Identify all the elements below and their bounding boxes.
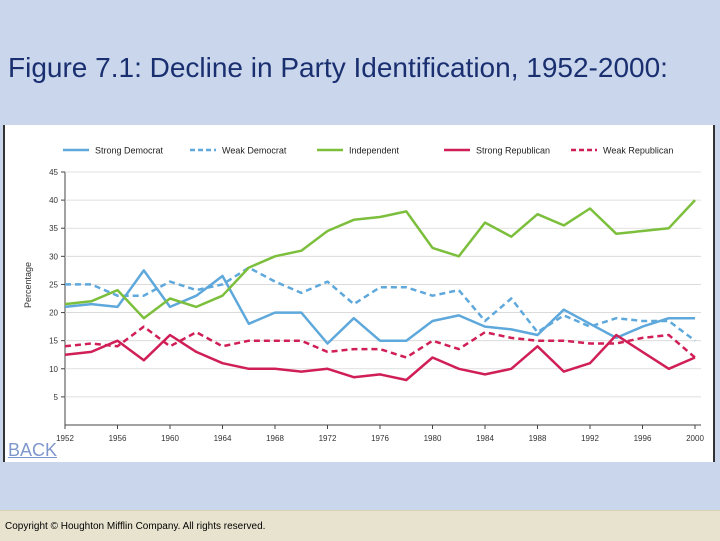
- series-line-independent: [64, 199, 696, 320]
- x-tick-label-2000: 2000: [686, 434, 704, 443]
- x-tick-label-1956: 1956: [109, 434, 127, 443]
- x-tick-label-1980: 1980: [424, 434, 442, 443]
- y-axis-ticks: 5 10 15 20 25 30 35 40 45: [49, 168, 65, 402]
- y-tick-label-20: 20: [49, 309, 58, 318]
- chart-legend: Strong Democrat Weak Democrat Independent S…: [63, 146, 673, 156]
- x-tick-label-1968: 1968: [266, 434, 284, 443]
- y-tick-label-45: 45: [49, 168, 58, 177]
- x-tick-label-1972: 1972: [319, 434, 337, 443]
- x-tick-label-1988: 1988: [529, 434, 547, 443]
- series-line-weak-democrat: [65, 266, 696, 342]
- y-tick-label-25: 25: [49, 280, 58, 289]
- legend-label-weak-democrat: Weak Democrat: [222, 146, 287, 156]
- x-tick-label-1984: 1984: [476, 434, 494, 443]
- y-axis-label: Percentage: [23, 262, 33, 308]
- party-identification-chart: Strong Democrat Weak Democrat Independent S…: [23, 146, 704, 444]
- legend-label-weak-republican: Weak Republican: [603, 146, 673, 156]
- y-tick-label-15: 15: [49, 337, 58, 346]
- chart-grid: [64, 171, 701, 426]
- x-axis-ticks: 1952 1956 1960 1964 1968 1972 1976 1980 1984 1988…: [56, 425, 704, 443]
- series-line-weak-republican: [64, 325, 696, 359]
- copyright-text: Copyright © Houghton Mifflin Company. Al…: [5, 521, 266, 532]
- x-tick-label-1996: 1996: [634, 434, 652, 443]
- x-tick-label-1992: 1992: [581, 434, 599, 443]
- legend-label-strong-democrat: Strong Democrat: [95, 146, 164, 156]
- back-link[interactable]: BACK: [8, 440, 58, 460]
- footer-band: Copyright © Houghton Mifflin Company. Al…: [0, 510, 720, 541]
- series-line-strong-democrat: [64, 269, 695, 345]
- series-line-strong-republican: [64, 333, 696, 382]
- x-tick-label-1952: 1952: [56, 434, 74, 443]
- y-tick-label-35: 35: [49, 224, 58, 233]
- x-tick-label-1964: 1964: [214, 434, 232, 443]
- slide-title: Figure 7.1: Decline in Party Identificat…: [8, 52, 668, 83]
- y-tick-label-10: 10: [49, 365, 58, 374]
- y-tick-label-5: 5: [54, 393, 59, 402]
- y-tick-label-30: 30: [49, 252, 58, 261]
- legend-label-strong-republican: Strong Republican: [476, 146, 550, 156]
- x-tick-label-1976: 1976: [371, 434, 389, 443]
- chart-frame: Strong Democrat Weak Democrat Independent S…: [3, 125, 715, 462]
- y-tick-label-40: 40: [49, 196, 58, 205]
- chart-series: [64, 199, 696, 382]
- legend-label-independent: Independent: [349, 146, 400, 156]
- x-tick-label-1960: 1960: [161, 434, 179, 443]
